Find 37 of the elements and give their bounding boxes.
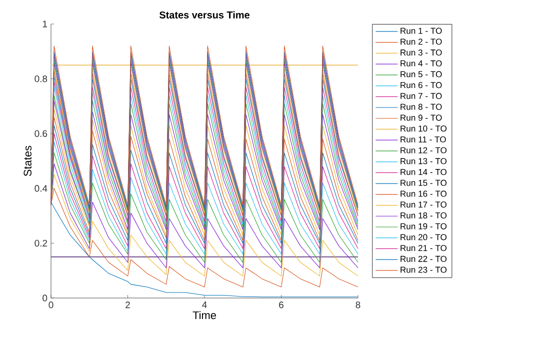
legend-label: Run 21 - TO: [400, 244, 447, 252]
y-axis-title: States: [24, 146, 32, 176]
y-tick-label: 0: [42, 294, 48, 302]
legend-label: Run 19 - TO: [400, 223, 447, 230]
legend-label: Run 22 - TO: [400, 256, 447, 262]
legend-label: Run 15 - TO: [400, 180, 447, 186]
legend-label: Run 2 - TO: [400, 38, 442, 45]
legend-label: Run 8 - TO: [400, 104, 442, 110]
legend-label: Run 12 - TO: [400, 147, 447, 154]
x-tick-label: 6: [279, 302, 284, 308]
legend-label: Run 13 - TO: [400, 158, 447, 164]
legend-label: Run 5 - TO: [400, 71, 442, 78]
legend-label: Run 3 - TO: [400, 49, 442, 56]
legend-label: Run 17 - TO: [400, 202, 447, 208]
y-tick-label: 0.4: [34, 185, 48, 192]
x-tick-label: 8: [356, 302, 360, 308]
y-tick-label: 1: [42, 20, 48, 28]
legend-label: Run 4 - TO: [400, 60, 442, 66]
legend-label: Run 18 - TO: [400, 212, 447, 218]
legend-label: Run 23 - TO: [400, 266, 447, 273]
y-tick-label: 0.6: [34, 130, 48, 137]
x-tick-label: 4: [202, 302, 207, 308]
legend-label: Run 14 - TO: [400, 168, 447, 176]
x-tick-label: 2: [126, 302, 130, 308]
legend-label: Run 1 - TO: [400, 28, 442, 34]
y-tick-label: 0.8: [34, 75, 48, 82]
legend-label: Run 6 - TO: [400, 82, 442, 88]
y-tick-label: 0.2: [34, 240, 48, 247]
legend-label: Run 9 - TO: [400, 114, 442, 121]
legend-label: Run 7 - TO: [400, 92, 442, 99]
legend-label: Run 16 - TO: [400, 190, 447, 197]
legend-label: Run 11 - TO: [400, 136, 446, 142]
chart-title: States versus Time: [159, 11, 250, 18]
legend-label: Run 10 - TO: [400, 125, 447, 132]
legend-label: Run 20 - TO: [400, 234, 447, 240]
x-tick-label: 0: [48, 302, 54, 308]
x-axis-title: Time: [192, 311, 216, 320]
